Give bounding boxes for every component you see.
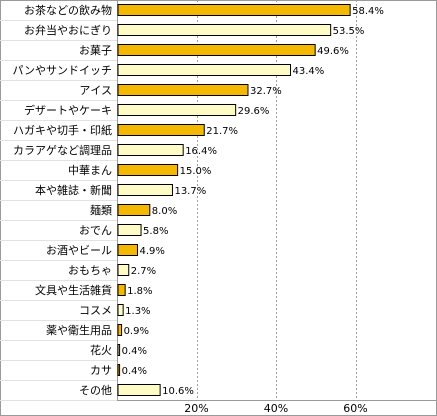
value-label: 0.4% <box>122 346 147 357</box>
bar <box>117 224 142 236</box>
category-label: デザートやケーキ <box>24 103 112 117</box>
bar <box>117 104 237 116</box>
bar <box>117 84 249 96</box>
bar <box>117 64 292 76</box>
category-label: 文具や生活雑貨 <box>35 283 112 297</box>
category-label: その他 <box>79 384 112 397</box>
value-label: 1.3% <box>125 306 150 317</box>
bar <box>117 384 161 396</box>
value-label: 43.4% <box>293 66 325 77</box>
value-label: 5.8% <box>143 226 168 237</box>
category-label: ハガキや切手・印紙 <box>13 123 112 137</box>
value-label: 49.6% <box>317 46 349 57</box>
bar <box>117 264 130 276</box>
category-label: 花火 <box>90 344 112 357</box>
bar <box>117 284 126 296</box>
bar <box>117 4 351 16</box>
bar <box>117 324 123 336</box>
x-tick-label: 40% <box>264 402 288 415</box>
category-label: 本や雑誌・新聞 <box>35 183 112 197</box>
value-label: 21.7% <box>206 126 238 137</box>
value-label: 0.4% <box>122 366 147 377</box>
value-label: 29.6% <box>238 106 270 117</box>
bar <box>117 124 205 136</box>
value-label: 15.0% <box>180 166 212 177</box>
bar <box>117 144 184 156</box>
x-tick-label: 60% <box>343 402 367 415</box>
category-label: 中華まん <box>68 164 112 177</box>
bar <box>117 184 173 196</box>
category-label: お弁当やおにぎり <box>24 23 112 37</box>
category-label: パンやサンドイッチ <box>12 64 112 77</box>
category-label: 麺類 <box>90 204 112 217</box>
category-label: カラアゲなど調理品 <box>13 143 112 157</box>
bar <box>117 24 332 36</box>
value-label: 2.7% <box>131 266 156 277</box>
category-label: お酒やビール <box>46 244 112 257</box>
value-label: 32.7% <box>250 86 282 97</box>
value-label: 53.5% <box>333 26 365 37</box>
value-label: 16.4% <box>185 146 217 157</box>
category-label: おでん <box>79 224 112 237</box>
bar <box>117 164 179 176</box>
bar <box>117 344 121 356</box>
value-label: 58.4% <box>352 6 384 17</box>
category-label: お菓子 <box>79 44 112 57</box>
category-label: おもちゃ <box>68 264 112 277</box>
bar <box>117 44 316 56</box>
bar <box>117 364 121 376</box>
category-label: お茶などの飲み物 <box>24 3 112 17</box>
x-tick-label: 20% <box>184 402 208 415</box>
bar <box>117 244 138 256</box>
value-label: 4.9% <box>139 246 164 257</box>
category-label: コスメ <box>79 304 112 317</box>
value-label: 1.8% <box>127 286 152 297</box>
value-label: 0.9% <box>124 326 149 337</box>
category-label: 薬や衛生用品 <box>46 323 112 337</box>
bar <box>117 304 124 316</box>
value-label: 10.6% <box>162 386 194 397</box>
bar <box>117 204 151 216</box>
category-label: カサ <box>90 364 112 377</box>
value-label: 13.7% <box>174 186 206 197</box>
value-label: 8.0% <box>152 206 177 217</box>
category-label: アイス <box>79 84 112 97</box>
